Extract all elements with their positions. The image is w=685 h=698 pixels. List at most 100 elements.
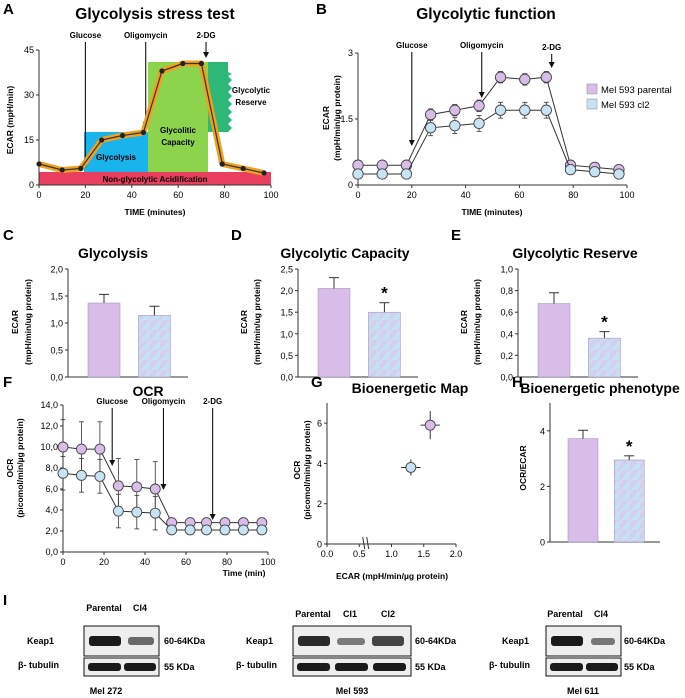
x-tick-label: 60 <box>173 190 183 200</box>
data-point <box>36 161 42 167</box>
injection-arrowhead-2 <box>209 514 216 520</box>
bar-cl2 <box>138 315 171 378</box>
panel-label-a: A <box>3 1 14 18</box>
y-tick-label: 0,0 <box>280 373 293 383</box>
panel-g-ylabel-1: OCR <box>292 461 302 480</box>
glycolysis-region-label: Glycolysis <box>96 153 137 162</box>
panel-a-data: Glucose Oligomycin 2-DG <box>36 31 267 176</box>
panel-label-e: E <box>451 227 461 244</box>
panel-a-title: Glycolysis stress test <box>75 6 234 23</box>
panel-c-ylabel-2: (mpH/min/ug protein) <box>23 279 33 365</box>
g-axis-break <box>366 536 370 550</box>
blot2-lane-cl2: Cl2 <box>381 609 395 619</box>
panel-c-ylabel-1: ECAR <box>10 310 20 334</box>
blot-mel-611: Parental Cl4 Keap1 β- tubulin 60-64KDa 5… <box>489 609 666 696</box>
data-point-cl2 <box>424 122 437 134</box>
blot3-lane-parental: Parental <box>547 609 583 619</box>
blot2-cell-line: Mel 593 <box>336 686 369 696</box>
blot3-tubulin-band-parental <box>550 663 583 671</box>
panel-g-xlabel: ECAR (mpH/min/µg protein) <box>336 571 448 581</box>
panel-c-title: Glycolysis <box>78 245 148 261</box>
panel-f-data: Glucose Oligomycin 2-DG <box>57 397 268 536</box>
significance-star: * <box>381 284 388 303</box>
y-tick-label: 4 <box>317 459 322 469</box>
panel-a-glycolysis-stress-test: A Glycolysis stress test Glycolysis Glyc… <box>3 1 279 217</box>
panel-e-ylabel-1: ECAR <box>459 310 469 334</box>
y-tick-label: 3 <box>348 48 353 58</box>
data-point-cl2 <box>376 168 388 180</box>
blot2-keap1-band-parental <box>298 636 330 646</box>
non-glycolytic-region <box>39 172 271 185</box>
y-tick-label: 2,0 <box>45 526 58 536</box>
y-tick-label: 1,5 <box>50 292 63 302</box>
y-tick-label: 6,0 <box>45 484 58 494</box>
panel-b-title: Glycolytic function <box>416 6 556 23</box>
blot-mel-272: Parental Cl4 Keap1 β- tubulin 60-64KDa 5… <box>18 603 206 696</box>
panel-label-h: H <box>512 374 523 391</box>
data-point-cl2 <box>131 506 143 518</box>
y-tick-label: 1,0 <box>280 329 293 339</box>
injection-arrowhead-1 <box>478 92 485 98</box>
data-point-parental <box>424 108 437 121</box>
blot1-keap1-band-cl4 <box>128 637 154 645</box>
x-tick-label: 60 <box>514 190 524 200</box>
panel-b-xlabel: TIME (minutes) <box>462 207 523 217</box>
data-point-cl2 <box>564 163 577 176</box>
x-tick-label: 0.0 <box>321 549 334 559</box>
x-tick-label: 100 <box>260 557 275 567</box>
y-tick-label: 15 <box>24 135 34 145</box>
x-tick-label: 20 <box>80 190 90 200</box>
data-point-cl2 <box>540 104 552 116</box>
blot3-keap1-band-cl4 <box>591 638 615 645</box>
blot1-row-keap1: Keap1 <box>27 636 54 646</box>
blot2-tubulin-band-cl2 <box>373 663 406 671</box>
panel-h-bioenergetic-phenotype: H Bioenergetic phenotype 0 2 4 * OCR/ECAR <box>512 374 680 548</box>
bar-parental <box>87 302 121 378</box>
panel-g-data <box>401 411 440 476</box>
data-point <box>180 60 186 67</box>
injection-arrowhead-1 <box>160 484 167 490</box>
y-tick-label: 2 <box>317 499 322 509</box>
data-point-cl2 <box>400 168 413 180</box>
data-point-cl2 <box>613 168 625 180</box>
panel-b-legend: Mel 593 parental Mel 593 cl2 <box>586 83 672 111</box>
injection-arrowhead-0 <box>109 460 116 466</box>
x-tick-label: 0.5 <box>353 549 366 559</box>
x-tick-label: 0 <box>355 190 360 200</box>
injection-arrowhead-2 <box>203 52 210 58</box>
data-point-parental <box>149 483 161 495</box>
data-point-cl2 <box>473 117 485 130</box>
panel-d-ylabel-2: (mpH/min/ug protein) <box>252 279 262 365</box>
panel-h-ylabel: OCR/ECAR <box>518 445 528 490</box>
y-tick-label: 30 <box>24 90 34 100</box>
panel-b-ylabel-1: ECAR <box>321 106 331 130</box>
x-tick-label: 20 <box>99 557 109 567</box>
blot2-tubulin-band-cl1 <box>335 663 368 671</box>
panel-f-title: OCR <box>132 383 163 399</box>
data-point <box>198 60 204 67</box>
injection-label-0: Glucose <box>96 397 128 406</box>
blot2-tubulin-size: 55 KDa <box>415 662 447 672</box>
y-tick-label: 45 <box>24 45 34 55</box>
y-tick-label: 1,0 <box>500 265 513 275</box>
series-line-1 <box>358 109 619 175</box>
blot1-keap1-size: 60-64KDa <box>164 636 206 646</box>
data-point-cl2 <box>519 104 531 116</box>
panel-label-i: I <box>3 592 7 609</box>
y-tick-label: 2 <box>540 482 545 492</box>
panel-f-ylabel-1: OCR <box>5 459 15 478</box>
blot3-row-keap1: Keap1 <box>502 636 529 646</box>
significance-star: * <box>601 313 608 332</box>
blot1-tubulin-band-parental <box>88 663 121 671</box>
panel-h-title: Bioenergetic phenotype <box>520 380 680 396</box>
data-point-parental <box>540 71 552 83</box>
y-tick-label: 1,0 <box>50 319 63 329</box>
panel-label-b: B <box>316 1 327 18</box>
panel-f-xlabel: Time (min) <box>223 568 266 578</box>
data-point-cl2 <box>75 469 87 481</box>
panel-d-ylabel-1: ECAR <box>239 310 249 334</box>
y-tick-label: 0,0 <box>500 373 513 383</box>
data-point <box>119 132 126 139</box>
blot1-cell-line: Mel 272 <box>90 686 123 696</box>
injection-label-0: Glucose <box>396 41 428 50</box>
